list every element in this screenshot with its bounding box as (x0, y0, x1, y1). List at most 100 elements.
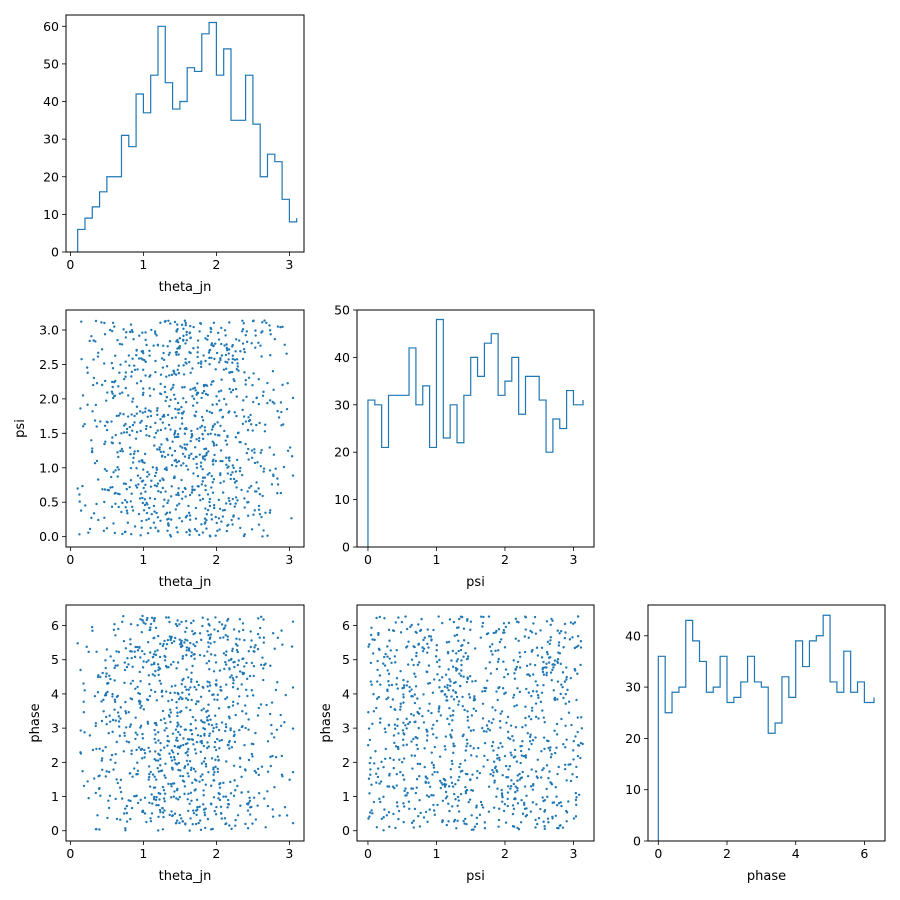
scatter-point (402, 738, 405, 741)
scatter-point (185, 333, 188, 336)
scatter-point (224, 439, 227, 442)
x-tick-label: 1 (139, 846, 147, 861)
scatter-point (416, 747, 419, 751)
scatter-point (215, 521, 218, 525)
scatter-point (87, 650, 90, 654)
scatter-point (226, 434, 229, 438)
x-tick-label: 3 (285, 257, 293, 272)
scatter-point (192, 472, 195, 475)
scatter-point (529, 629, 532, 633)
scatter-point (155, 409, 159, 412)
scatter-point (199, 362, 203, 365)
scatter-point (244, 420, 248, 423)
scatter-point (241, 408, 244, 412)
scatter-point (124, 829, 127, 832)
scatter-point (423, 765, 426, 769)
scatter-point (235, 358, 239, 361)
scatter-point (120, 432, 123, 435)
scatter-point (491, 774, 495, 777)
scatter-point (81, 484, 84, 488)
scatter-point (187, 647, 191, 650)
scatter-point (175, 526, 178, 529)
scatter-point (151, 773, 155, 776)
scatter-point (524, 628, 527, 631)
scatter-point (241, 724, 244, 728)
scatter-point (395, 648, 398, 652)
scatter-point (256, 647, 260, 651)
scatter-point (432, 628, 435, 632)
scatter-point (252, 319, 255, 322)
scatter-point (564, 702, 567, 705)
scatter-point (223, 817, 227, 820)
scatter-point (114, 469, 117, 472)
scatter-point (182, 327, 185, 330)
scatter-point (228, 824, 231, 827)
histogram-step-line (367, 318, 584, 547)
scatter-point (157, 752, 160, 756)
scatter-point (256, 767, 260, 771)
scatter-point (206, 629, 209, 633)
scatter-point (209, 636, 212, 639)
scatter-point (181, 655, 185, 658)
scatter-point (198, 437, 201, 440)
scatter-point (88, 527, 92, 531)
scatter-point (115, 740, 118, 744)
scatter-point (108, 794, 112, 798)
scatter-point (211, 403, 214, 406)
scatter-point (106, 488, 109, 492)
scatter-point (271, 754, 274, 758)
scatter-point (212, 796, 216, 799)
scatter-point (106, 690, 109, 694)
scatter-point (487, 785, 491, 788)
scatter-point (269, 333, 272, 336)
scatter-point (254, 731, 257, 735)
scatter-point (391, 698, 395, 701)
scatter-point (104, 440, 107, 443)
scatter-point (189, 708, 192, 712)
scatter-point (202, 744, 206, 748)
scatter-point (206, 493, 210, 496)
scatter-point (237, 369, 240, 372)
scatter-point (210, 411, 214, 415)
scatter-point (197, 361, 200, 365)
x-tick-label: 2 (212, 846, 220, 861)
scatter-point (164, 721, 167, 725)
scatter-point (508, 737, 512, 741)
scatter-point (153, 330, 157, 333)
scatter-point (579, 663, 582, 667)
scatter-point (195, 680, 199, 684)
scatter-point (206, 393, 209, 397)
scatter-point (209, 326, 212, 330)
scatter-point (111, 396, 115, 400)
y-tick-label: 30 (625, 680, 641, 695)
scatter-point (186, 763, 190, 766)
scatter-point (177, 723, 180, 726)
scatter-point (252, 400, 255, 404)
scatter-point (422, 721, 426, 724)
scatter-point (548, 770, 551, 773)
scatter-point (99, 675, 102, 679)
scatter-point (272, 453, 276, 456)
scatter-point (165, 466, 168, 469)
scatter-point (422, 638, 425, 642)
scatter-point (425, 794, 429, 797)
scatter-point (146, 722, 150, 725)
scatter-point (268, 329, 272, 332)
scatter-point (203, 426, 207, 429)
scatter-point (556, 629, 559, 632)
scatter-point (511, 825, 515, 828)
scatter-point (196, 355, 199, 359)
scatter-point (113, 698, 117, 701)
scatter-point (124, 371, 128, 374)
scatter-point (131, 429, 134, 432)
scatter-point (206, 746, 209, 750)
scatter-point (426, 651, 429, 654)
scatter-point (465, 823, 468, 826)
scatter-point (208, 734, 211, 738)
scatter-point (197, 700, 200, 703)
scatter-point (164, 490, 167, 493)
scatter-point (166, 739, 169, 743)
scatter-point (149, 819, 153, 823)
scatter-point (438, 755, 442, 758)
scatter-point (208, 681, 211, 684)
